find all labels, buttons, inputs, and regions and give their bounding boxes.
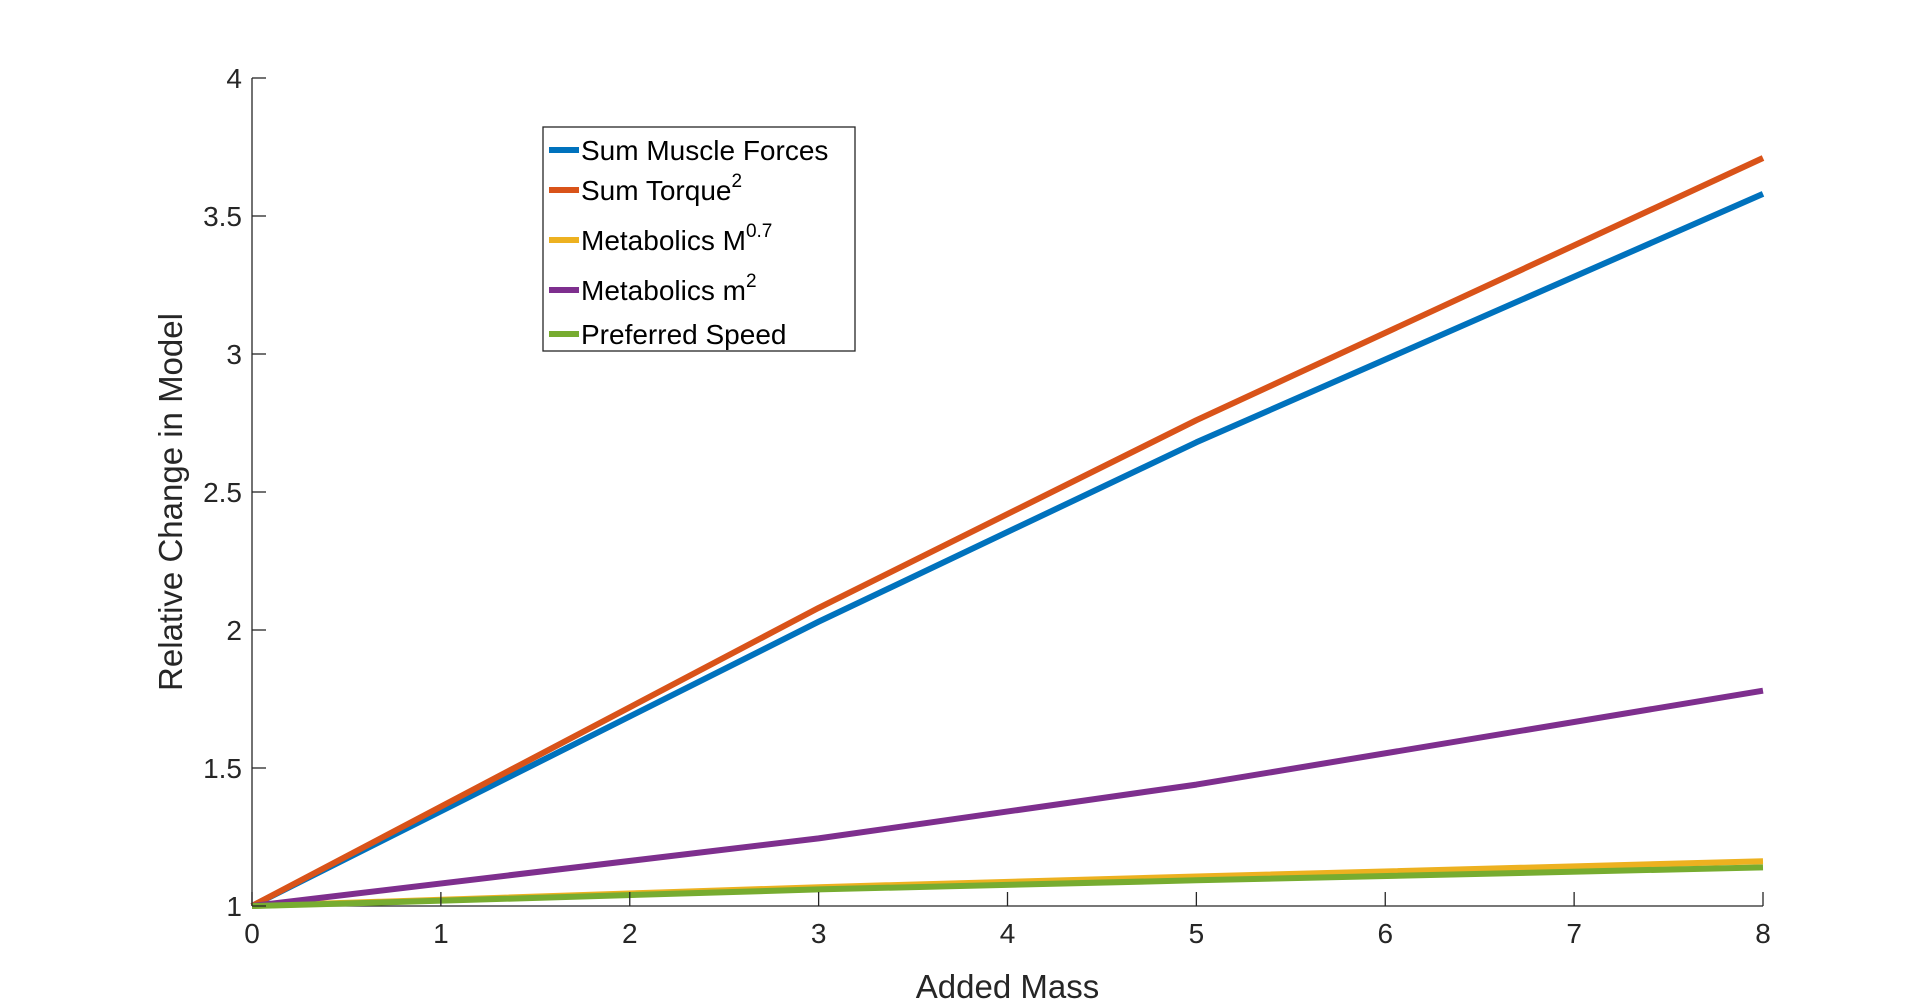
- x-tick-label: 2: [622, 918, 638, 949]
- x-tick-label: 3: [811, 918, 827, 949]
- x-tick-label: 0: [244, 918, 260, 949]
- plot-axes: [251, 78, 1763, 907]
- legend-label: Sum Muscle Forces: [581, 135, 828, 166]
- y-tick-label: 2: [226, 615, 242, 646]
- legend-box: [542, 126, 856, 352]
- series-line-sum-muscle-forces: [250, 191, 1765, 909]
- y-tick-label: 4: [226, 63, 242, 94]
- series-line-sum-torque: [250, 155, 1765, 909]
- y-tick-label: 1.5: [203, 753, 242, 784]
- x-tick-label: 6: [1377, 918, 1393, 949]
- y-tick-label: 3.5: [203, 201, 242, 232]
- legend-label: Metabolics M0.7: [581, 221, 772, 256]
- series-layer: [250, 155, 1765, 909]
- x-tick-label: 4: [1000, 918, 1016, 949]
- legend-label: Preferred Speed: [581, 319, 786, 350]
- x-tick-label: 1: [433, 918, 449, 949]
- legend: Sum Muscle Forces Sum Torque2 Metabolics M…: [542, 126, 856, 352]
- x-tick-label: 5: [1189, 918, 1205, 949]
- y-tick-label: 2.5: [203, 477, 242, 508]
- series-line-preferred-speed: [251, 864, 1764, 909]
- tick-layer: 0 1 2 3 4 5 6 7 811.522.533.54: [203, 63, 1771, 949]
- y-tick-label: 1: [226, 891, 242, 922]
- legend-label: Sum Torque2: [581, 171, 742, 206]
- x-tick-label: 8: [1755, 918, 1771, 949]
- y-tick-label: 3: [226, 339, 242, 370]
- x-axis-label: Added Mass: [916, 968, 1099, 1004]
- y-axis-label: Relative Change in Model: [152, 313, 189, 691]
- x-tick-label: 7: [1566, 918, 1582, 949]
- legend-label: Metabolics m2: [581, 271, 757, 306]
- series-line-metabolics-m: [251, 687, 1764, 909]
